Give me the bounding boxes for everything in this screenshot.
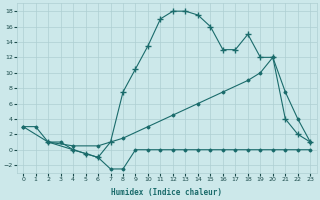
- X-axis label: Humidex (Indice chaleur): Humidex (Indice chaleur): [111, 188, 222, 197]
